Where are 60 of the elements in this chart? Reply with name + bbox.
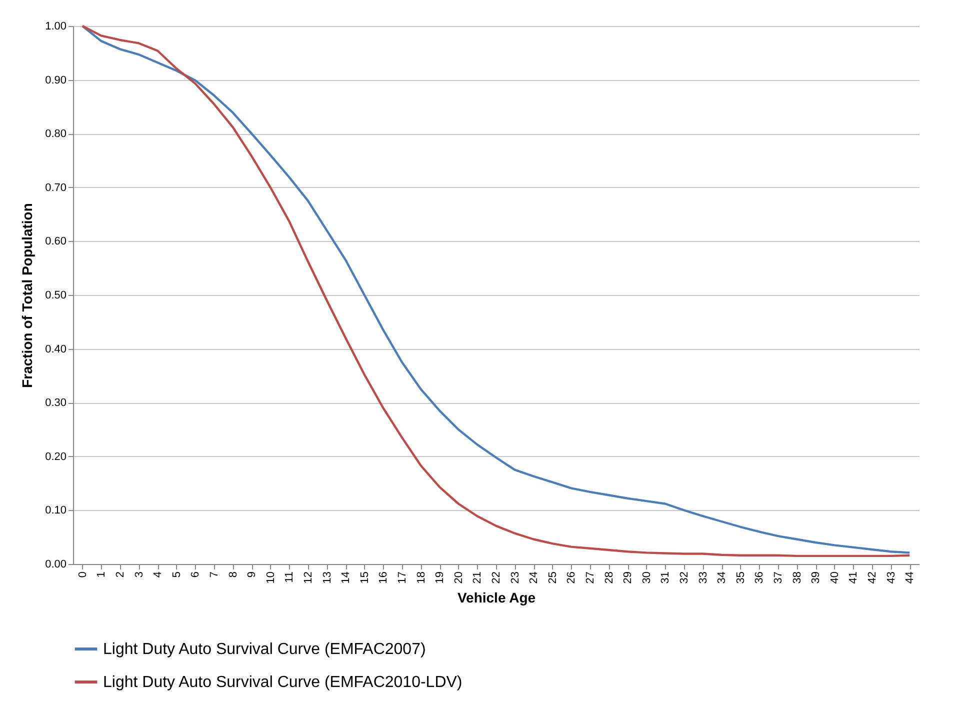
y-tick-label: 0.30 xyxy=(45,397,66,410)
y-tick-label: 0.70 xyxy=(45,182,66,194)
x-tick-label: 15 xyxy=(358,572,371,584)
x-tick-label: 6 xyxy=(190,572,202,578)
x-tick-label: 24 xyxy=(528,572,540,584)
y-tick-label: 0.10 xyxy=(45,504,66,517)
x-tick-label: 0 xyxy=(76,572,89,578)
x-tick-label: 35 xyxy=(734,572,747,584)
y-tick-label: 0.00 xyxy=(45,558,66,570)
x-tick-label: 25 xyxy=(546,572,559,584)
y-tick-label: 0.20 xyxy=(45,450,66,463)
x-tick-label: 34 xyxy=(716,572,728,584)
x-tick-label: 21 xyxy=(472,572,484,584)
x-tick-label: 33 xyxy=(697,572,710,584)
x-tick-label: 29 xyxy=(622,572,634,584)
x-tick-label: 41 xyxy=(848,572,860,584)
x-tick-label: 3 xyxy=(133,572,146,578)
x-tick-label: 8 xyxy=(227,572,240,578)
x-tick-label: 17 xyxy=(396,572,408,584)
x-tick-label: 2 xyxy=(114,572,126,578)
x-tick-label: 5 xyxy=(170,572,183,578)
x-tick-label: 1 xyxy=(96,572,108,578)
x-tick-label: 32 xyxy=(678,572,690,584)
legend-label: Light Duty Auto Survival Curve (EMFAC2007) xyxy=(103,641,426,658)
x-tick-label: 13 xyxy=(321,572,334,584)
x-tick-label: 44 xyxy=(904,572,916,584)
y-tick-label: 1.00 xyxy=(45,20,66,32)
x-axis-title: Vehicle Age xyxy=(457,590,536,606)
x-tick-label: 38 xyxy=(791,572,804,584)
x-tick-label: 40 xyxy=(828,572,841,584)
x-tick-label: 37 xyxy=(772,572,784,584)
x-tick-label: 19 xyxy=(434,572,446,584)
x-tick-label: 4 xyxy=(152,572,164,578)
x-tick-label: 36 xyxy=(754,572,766,584)
x-tick-label: 14 xyxy=(340,572,352,584)
y-tick-label: 0.90 xyxy=(45,74,66,86)
y-axis-title: Fraction of Total Population xyxy=(19,203,36,388)
x-tick-label: 42 xyxy=(866,572,878,584)
y-tick-label: 0.80 xyxy=(45,128,66,140)
x-tick-label: 9 xyxy=(246,572,258,578)
y-tick-label: 0.40 xyxy=(45,343,66,356)
x-tick-label: 27 xyxy=(584,572,596,584)
x-tick-label: 20 xyxy=(452,572,465,584)
y-tick-label: 0.50 xyxy=(45,290,66,302)
x-tick-label: 22 xyxy=(490,572,502,584)
x-tick-label: 23 xyxy=(509,572,522,584)
x-tick-label: 28 xyxy=(603,572,616,584)
x-tick-label: 12 xyxy=(302,572,314,584)
x-tick-label: 11 xyxy=(284,572,296,583)
x-tick-label: 30 xyxy=(640,572,653,584)
x-tick-label: 43 xyxy=(885,572,898,584)
x-tick-label: 39 xyxy=(810,572,822,584)
x-tick-label: 10 xyxy=(264,572,277,584)
x-tick-label: 16 xyxy=(378,572,390,584)
legend-label: Light Duty Auto Survival Curve (EMFAC2010-LDV) xyxy=(103,674,462,691)
x-tick-label: 18 xyxy=(415,572,428,584)
y-tick-label: 0.60 xyxy=(45,236,66,248)
x-tick-label: 31 xyxy=(660,572,672,584)
x-tick-label: 7 xyxy=(208,572,220,578)
x-tick-label: 26 xyxy=(566,572,578,584)
